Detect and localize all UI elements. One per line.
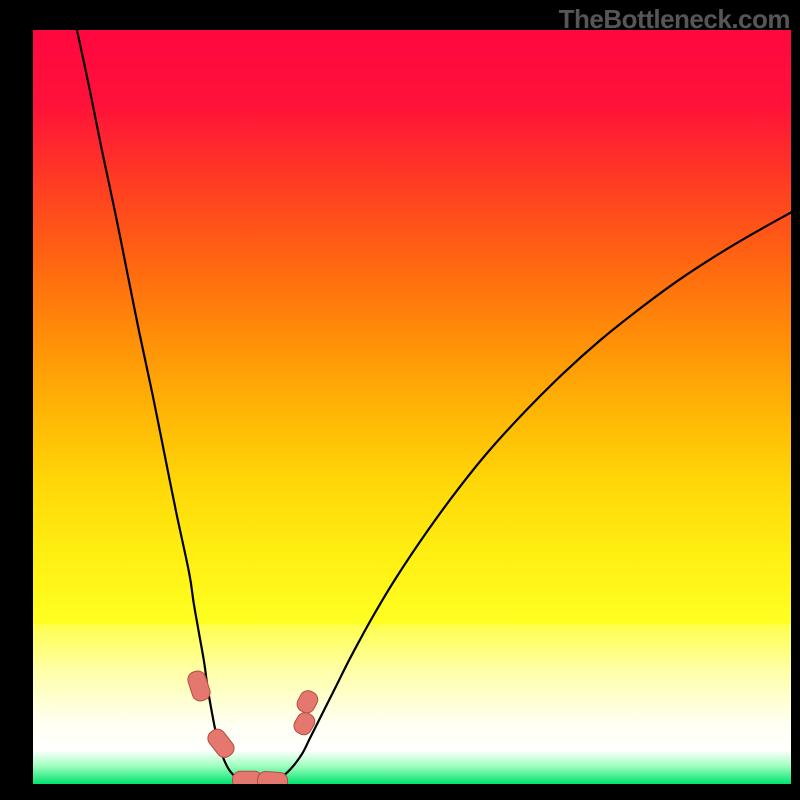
marker-3	[257, 771, 288, 784]
outer-frame: TheBottleneck.com	[0, 0, 800, 800]
plot-area	[33, 30, 791, 784]
gradient-background	[33, 30, 791, 784]
chart-svg	[33, 30, 791, 784]
